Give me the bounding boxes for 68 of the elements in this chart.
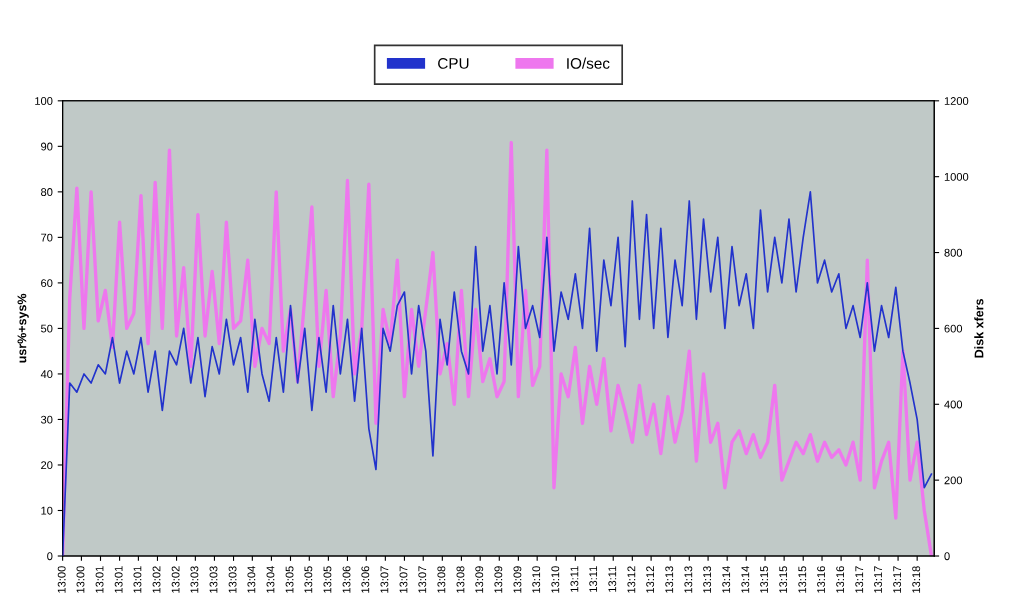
y-tick-label: 20 — [41, 461, 53, 470]
y-tick-label: 50 — [40, 324, 53, 333]
x-tick-label: 13:00 — [57, 566, 66, 593]
legend-label: CPU — [438, 58, 469, 69]
y-axis-title: usr%+sys% — [17, 293, 29, 363]
x-tick-label: 13:10 — [551, 566, 560, 593]
y2-tick-label: 200 — [944, 476, 963, 485]
y-tick-label: 100 — [35, 97, 53, 105]
x-tick-label: 13:03 — [190, 566, 199, 593]
x-tick-label: 13:09 — [513, 566, 522, 593]
y2-tick-label: 1000 — [944, 172, 969, 181]
x-tick-label: 13:09 — [494, 566, 503, 593]
x-tick-label: 13:13 — [684, 566, 693, 593]
x-tick-label: 13:10 — [532, 566, 541, 593]
x-tick-label: 13:04 — [266, 566, 275, 593]
y2-tick-label: 800 — [944, 248, 963, 257]
x-tick-label: 13:01 — [95, 566, 104, 593]
x-tick-label: 13:06 — [342, 566, 351, 593]
y-tick-label: 90 — [41, 142, 53, 151]
x-tick-label: 13:11 — [570, 566, 579, 592]
x-tick-label: 13:14 — [741, 566, 750, 593]
x-tick-label: 13:11 — [589, 566, 598, 592]
y-tick-label: 80 — [41, 188, 53, 196]
y2-tick-label: 0 — [944, 552, 950, 561]
x-tick-label: 13:05 — [323, 566, 332, 593]
y-tick-label: 60 — [41, 279, 53, 288]
x-tick-label: 13:02 — [152, 566, 161, 593]
y-tick-label: 70 — [41, 233, 53, 242]
x-tick-label: 13:16 — [836, 566, 845, 593]
x-tick-label: 13:05 — [285, 566, 294, 593]
x-tick-label: 13:12 — [646, 566, 655, 593]
x-tick-label: 13:03 — [228, 566, 237, 593]
y-tick-label: 10 — [41, 506, 53, 515]
x-tick-label: 13:00 — [76, 566, 85, 593]
x-tick-label: 13:15 — [760, 566, 769, 593]
x-tick-label: 13:13 — [703, 566, 712, 593]
y-tick-label: 40 — [40, 370, 53, 379]
y-tick-label: 0 — [47, 552, 53, 561]
y2-tick-label: 1200 — [944, 97, 969, 105]
x-tick-label: 13:08 — [437, 566, 446, 593]
x-tick-label: 13:04 — [247, 566, 256, 593]
x-tick-label: 13:05 — [304, 566, 313, 593]
x-tick-label: 13:07 — [380, 566, 389, 593]
x-tick-label: 13:01 — [133, 566, 142, 593]
x-tick-label: 13:01 — [114, 566, 123, 593]
x-tick-label: 13:12 — [627, 566, 636, 593]
x-tick-label: 13:02 — [171, 566, 180, 593]
y2-axis-title: Disk xfers — [974, 299, 984, 358]
x-tick-label: 13:16 — [817, 566, 825, 593]
x-tick-label: 13:07 — [418, 566, 427, 593]
x-tick-label: 13:03 — [209, 566, 218, 593]
x-tick-label: 13:06 — [361, 566, 370, 593]
x-tick-label: 13:17 — [874, 566, 882, 593]
x-tick-label: 13:15 — [798, 566, 807, 593]
x-tick-label: 13:13 — [665, 566, 674, 593]
x-tick-label: 13:15 — [779, 566, 788, 593]
x-tick-label: 13:08 — [456, 566, 465, 593]
y2-tick-label: 400 — [944, 400, 963, 409]
x-tick-label: 13:17 — [893, 566, 902, 593]
y-tick-label: 30 — [40, 415, 53, 424]
x-tick-label: 13:14 — [722, 566, 731, 593]
x-tick-label: 13:11 — [608, 566, 617, 592]
x-tick-label: 13:18 — [912, 566, 921, 593]
y2-tick-label: 600 — [944, 324, 963, 333]
x-tick-label: 13:07 — [399, 566, 408, 593]
x-tick-label: 13:09 — [475, 566, 484, 593]
legend-label: IO/sec — [567, 57, 610, 69]
x-tick-label: 13:17 — [855, 566, 864, 593]
